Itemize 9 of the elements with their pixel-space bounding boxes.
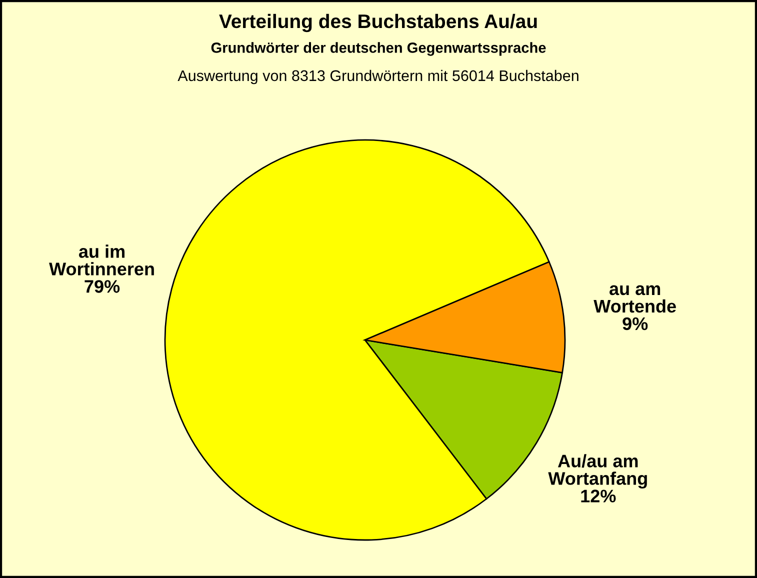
chart-title: Verteilung des Buchstabens Au/au xyxy=(219,14,537,32)
slice-label: au im Wortinneren xyxy=(49,244,154,276)
data-label: 9% xyxy=(622,317,648,330)
chart-subtitle: Grundwörter der deutschen Gegenwartssprache xyxy=(211,42,546,56)
data-label: 12% xyxy=(581,490,616,502)
text: Auswertung von 8313 Grundwörtern mit 56014 Buchstaben xyxy=(178,70,578,84)
slice-label: au am Wortende xyxy=(594,285,676,313)
data-label: 79% xyxy=(84,280,120,293)
slice-label: Au/au am Wortanfang xyxy=(548,454,647,489)
